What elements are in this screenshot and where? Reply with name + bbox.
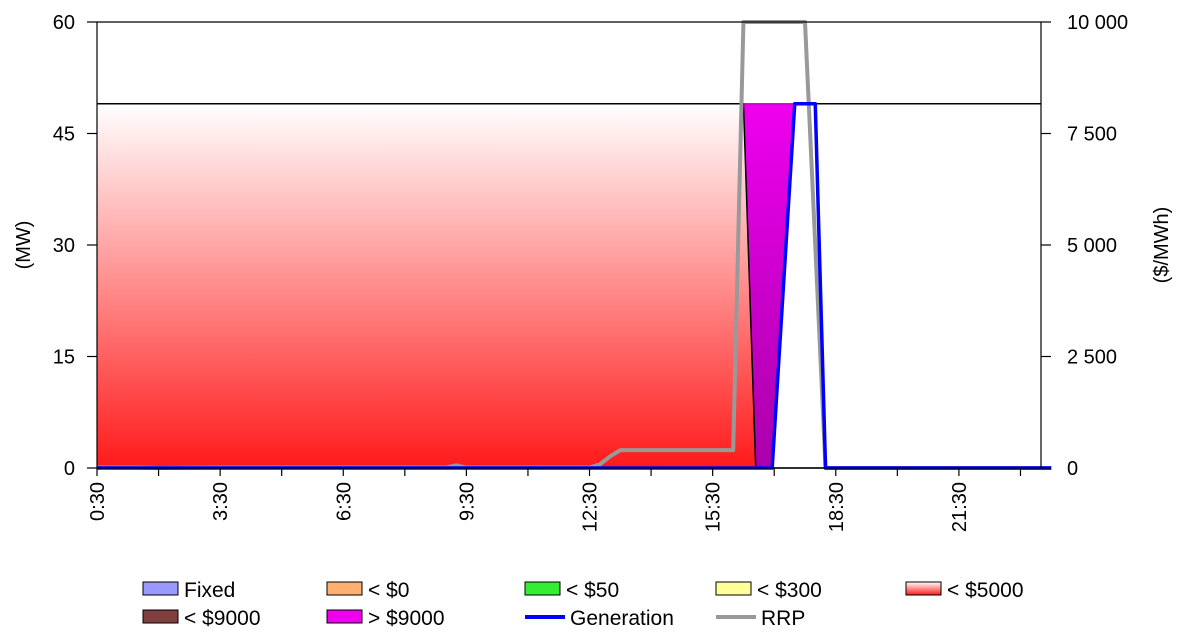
legend-label: Generation xyxy=(570,607,674,630)
left-tick-label: 60 xyxy=(53,12,75,34)
legend-swatch xyxy=(715,581,752,596)
left-tick-label: 30 xyxy=(53,235,75,257)
legend-swatch xyxy=(905,581,942,596)
legend-swatch xyxy=(524,581,561,596)
x-tick-label: 21:30 xyxy=(949,482,971,532)
x-tick-label: 9:30 xyxy=(456,482,478,521)
right-y-ticks: 0 2 500 5 000 7 500 10 000 xyxy=(1041,12,1128,480)
right-tick-label: 5 000 xyxy=(1067,235,1117,257)
series-area-lt-5000 xyxy=(97,103,1052,469)
x-ticks: 0:30 3:30 6:30 9:30 12:30 15:30 18:30 21:30 xyxy=(87,468,1022,532)
left-tick-label: 15 xyxy=(53,347,75,369)
legend-swatch xyxy=(142,581,179,596)
right-tick-label: 2 500 xyxy=(1067,347,1117,369)
x-tick-label: 6:30 xyxy=(333,482,355,521)
legend-label: < $300 xyxy=(757,579,822,602)
left-tick-label: 45 xyxy=(53,124,75,146)
right-tick-label: 10 000 xyxy=(1067,12,1128,34)
x-tick-label: 15:30 xyxy=(703,482,725,532)
right-tick-label: 7 500 xyxy=(1067,124,1117,146)
series-areas xyxy=(97,103,1052,469)
x-tick-label: 18:30 xyxy=(826,482,848,532)
legend-label: < $0 xyxy=(368,579,409,602)
right-tick-label: 0 xyxy=(1067,458,1078,480)
legend-label: RRP xyxy=(761,607,805,630)
x-tick-label: 3:30 xyxy=(210,482,232,521)
left-y-ticks: 0 15 30 45 60 xyxy=(53,12,97,480)
legend-label: < $5000 xyxy=(947,579,1024,602)
left-axis-title: (MW) xyxy=(13,221,35,270)
legend-swatch xyxy=(142,609,179,624)
left-tick-label: 0 xyxy=(64,458,75,480)
legend-label: < $9000 xyxy=(184,607,261,630)
right-axis-title: ($/MWh) xyxy=(1151,207,1173,284)
legend-swatch xyxy=(326,581,363,596)
legend-label: > $9000 xyxy=(368,607,445,630)
legend-label: < $50 xyxy=(566,579,619,602)
x-tick-label: 12:30 xyxy=(580,482,602,532)
legend-swatch xyxy=(326,609,363,624)
legend: Fixed < $0 < $50 < $300 < $5000 < $9000 > $900… xyxy=(142,579,1024,630)
legend-label: Fixed xyxy=(184,579,235,602)
x-tick-label: 0:30 xyxy=(87,482,109,521)
